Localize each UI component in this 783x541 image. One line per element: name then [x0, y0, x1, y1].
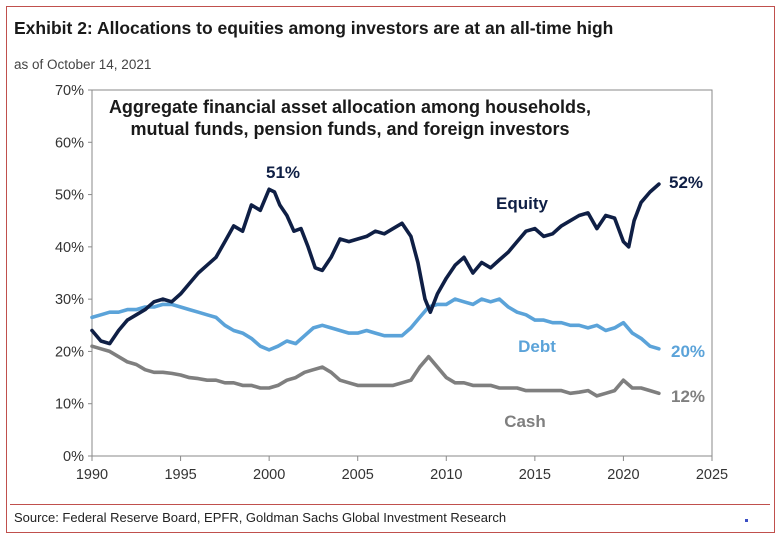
y-tick-label: 0%: [63, 449, 84, 465]
chart-title-line-1: Aggregate financial asset allocation amo…: [108, 97, 592, 117]
source-note: Source: Federal Reserve Board, EPFR, Gol…: [14, 510, 507, 525]
y-tick-label: 50%: [55, 188, 84, 204]
y-tick-label: 60%: [55, 135, 84, 151]
series-label-debt: Debt: [518, 337, 556, 356]
peak-value-label-equity: 51%: [266, 163, 300, 182]
source-divider: [10, 504, 770, 505]
y-tick-label: 30%: [55, 292, 84, 308]
exhibit-frame: [6, 6, 775, 533]
end-value-label-cash: 12%: [671, 387, 705, 406]
corner-marker: [745, 519, 748, 522]
chart-title: Aggregate financial asset allocation amo…: [100, 96, 600, 140]
x-tick-label: 2020: [607, 467, 639, 483]
y-tick-label: 40%: [55, 240, 84, 256]
y-tick-label: 70%: [55, 83, 84, 99]
end-value-label-debt: 20%: [671, 342, 705, 361]
x-tick-label: 2005: [342, 467, 374, 483]
exhibit-subtitle: as of October 14, 2021: [14, 57, 152, 72]
y-tick-label: 20%: [55, 344, 84, 360]
x-tick-label: 2015: [519, 467, 551, 483]
series-label-equity: Equity: [496, 194, 548, 213]
chart-title-line-2: mutual funds, pension funds, and foreign…: [130, 119, 570, 139]
x-tick-label: 1990: [76, 467, 108, 483]
series-label-cash: Cash: [504, 412, 546, 431]
x-tick-label: 2025: [696, 467, 728, 483]
series-line-cash: [90, 344, 661, 398]
plot-border: [91, 89, 713, 457]
series-line-debt: [90, 297, 661, 352]
series-line-equity: [90, 182, 661, 346]
x-tick-label: 1995: [164, 467, 196, 483]
exhibit-title: Exhibit 2: Allocations to equities among…: [14, 18, 614, 38]
end-value-label-equity: 52%: [669, 173, 703, 192]
x-tick-label: 2010: [430, 467, 462, 483]
x-tick-label: 2000: [253, 467, 285, 483]
y-tick-label: 10%: [55, 397, 84, 413]
